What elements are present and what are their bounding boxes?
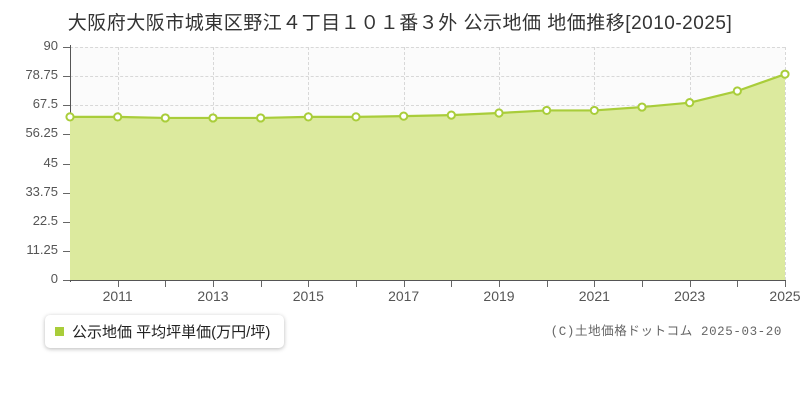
y-axis-tick [63,192,71,194]
gridline-horizontal [70,76,785,78]
y-axis-tick-label: 90 [43,38,58,53]
legend-swatch-icon [55,327,64,336]
x-axis-tick [785,280,786,287]
x-axis-tick [117,280,119,287]
gridline-horizontal [70,221,785,223]
gridline-horizontal [70,250,785,252]
x-axis-tick-label: 2021 [578,288,610,304]
x-axis-tick [499,280,500,287]
x-axis-tick-label: 2023 [674,288,706,304]
x-axis-tick [213,280,214,287]
legend-label: 公示地価 平均坪単価(万円/坪) [72,324,271,341]
gridline-horizontal [70,47,785,48]
y-axis-tick-label: 22.5 [32,212,58,228]
y-axis-tick-label: 78.75 [25,67,58,83]
x-axis-tick [546,280,548,287]
y-axis-tick-label: 33.75 [25,183,58,199]
x-axis-tick [689,280,691,287]
y-axis-tick-label: 11.25 [26,241,58,257]
x-axis-line [70,280,786,281]
x-axis-tick-label: 2025 [769,288,800,304]
y-axis-tick [63,76,71,78]
y-axis-tick-label: 45 [43,154,58,170]
gridline-horizontal [70,105,785,107]
x-axis-tick-label: 2019 [483,288,515,304]
y-axis-tick [63,163,71,165]
x-axis-tick-label: 2017 [388,288,420,304]
gridline-vertical [499,47,500,280]
x-axis-tick [642,280,643,287]
gridline-horizontal [70,134,785,136]
y-axis-tick [63,134,71,136]
x-axis-tick [356,280,357,287]
gridline-vertical [403,47,405,280]
gridline-vertical [213,47,214,280]
x-axis-tick [737,280,739,287]
y-axis-tick-label: 56.25 [25,125,58,141]
y-axis-line [70,45,71,282]
gridline-vertical [689,47,691,280]
x-axis-tick-label: 2015 [292,288,324,304]
x-axis-tick [451,280,453,287]
y-axis-tick [63,105,71,107]
y-axis-tick-label: 0 [50,271,58,286]
y-axis-tick [63,221,71,223]
y-axis-tick [63,280,71,281]
x-axis-tick-label: 2011 [102,288,133,304]
x-axis-tick-label: 2013 [197,288,229,304]
gridline-vertical [594,47,596,280]
gridline-vertical [117,47,119,280]
y-axis-tick [63,250,71,252]
credit-text: (C)土地価格ドットコム 2025-03-20 [550,325,782,339]
gridline-horizontal [70,192,785,194]
x-axis-tick [165,280,167,287]
gridline-vertical [785,47,786,280]
x-axis-tick [260,280,262,287]
y-axis-tick-label: 67.5 [32,96,58,112]
x-axis-tick [403,280,405,287]
y-axis-tick [63,47,71,48]
x-axis-tick [308,280,310,287]
x-axis-tick [594,280,596,287]
gridline-horizontal [70,163,785,165]
gridline-vertical [308,47,310,280]
chart-title: 大阪府大阪市城東区野江４丁目１０１番３外 公示地価 地価推移[2010-2025… [67,13,733,34]
legend[interactable]: 公示地価 平均坪単価(万円/坪) [45,315,285,348]
